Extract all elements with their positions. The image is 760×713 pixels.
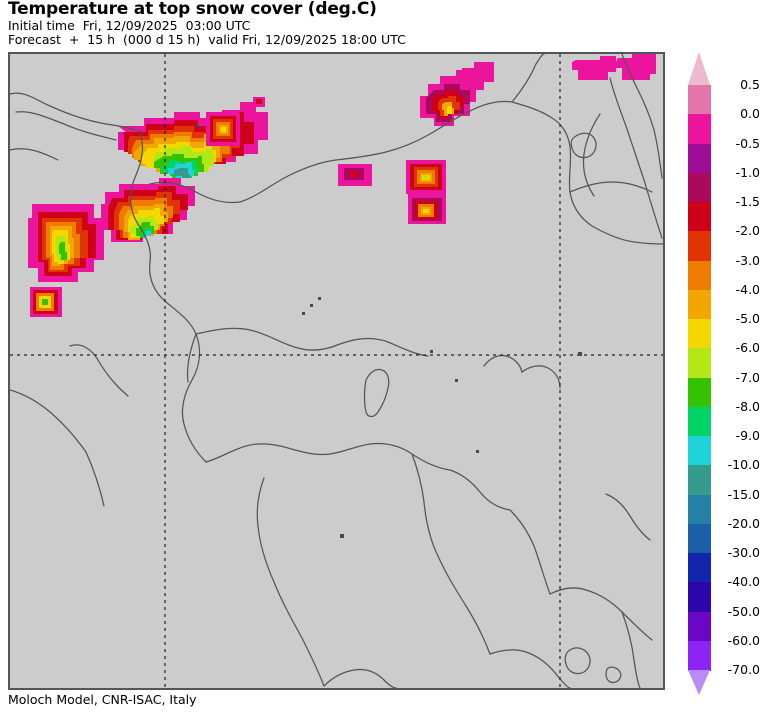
colorbar-tick-label: -70.0 bbox=[727, 662, 760, 677]
header-block: Temperature at top snow cover (deg.C) In… bbox=[8, 0, 648, 46]
patch-north-alps-cell bbox=[206, 112, 240, 146]
colorbar-band bbox=[688, 436, 711, 466]
colorbar-band bbox=[688, 406, 711, 437]
colorbar-tick-label: -2.0 bbox=[735, 223, 760, 239]
colorbar-tick-label: -30.0 bbox=[727, 545, 760, 560]
colorbar-band bbox=[688, 348, 711, 379]
map-panel[interactable] bbox=[8, 52, 665, 690]
colorbar-tick-label: -15.0 bbox=[727, 486, 760, 502]
colorbar-tick-label: -60.0 bbox=[727, 632, 760, 648]
colorbar-band bbox=[688, 143, 711, 174]
colorbar-tick-label: 0.0 bbox=[740, 106, 760, 122]
colorbar-band bbox=[688, 114, 711, 145]
patch-alpine-small bbox=[338, 164, 372, 186]
colorbar-band bbox=[688, 260, 711, 291]
colorbar-tick-label: -0.5 bbox=[735, 135, 760, 151]
patch-isolated-low-cell bbox=[30, 287, 62, 317]
colorbar-tick-label: -8.0 bbox=[735, 398, 760, 414]
colorbar-tick-label: -5.0 bbox=[735, 311, 760, 326]
colorbar-tick-labels: 0.5 0.0 -0.5 -1.0 -1.5 -2.0 -3.0 -4.0 -5.0 -6.0 -7… bbox=[714, 52, 760, 695]
colorbar-band bbox=[688, 640, 711, 671]
gridlines bbox=[10, 54, 663, 688]
forecast-valid-label: Forecast + 15 h (000 d 15 h) valid Fri, … bbox=[8, 31, 406, 47]
colorbar-tick-label: -10.0 bbox=[727, 457, 760, 473]
colorbar-band bbox=[688, 172, 711, 203]
city-markers bbox=[196, 124, 582, 538]
colorbar-band bbox=[688, 494, 711, 525]
colorbar-arrow-bottom bbox=[688, 670, 710, 695]
colorbar-arrow-top bbox=[688, 52, 710, 85]
colorbar-band bbox=[688, 202, 711, 232]
colorbar-tick-label: -7.0 bbox=[735, 369, 760, 385]
colorbar-band bbox=[688, 289, 711, 320]
colorbar-band bbox=[688, 377, 711, 408]
colorbar-tick-label: -40.0 bbox=[727, 574, 760, 590]
colorbar-tick-label: -1.0 bbox=[735, 164, 760, 180]
colorbar-band bbox=[688, 611, 711, 642]
colorbar-band bbox=[688, 465, 711, 496]
colorbar-band bbox=[688, 85, 711, 115]
colorbar-tick-label: -1.5 bbox=[735, 194, 760, 209]
patch-west-alps bbox=[101, 178, 195, 242]
patch-eastern-alps-b bbox=[408, 194, 446, 224]
colorbar-band bbox=[688, 553, 711, 583]
initial-time-label: Initial time Fri, 12/09/2025 03:00 UTC bbox=[8, 18, 251, 33]
colorbar-tick-label: -50.0 bbox=[727, 603, 760, 619]
colorbar-tick-label: -4.0 bbox=[735, 281, 760, 297]
colorbar-tick-label: -20.0 bbox=[727, 515, 760, 531]
colorbar-band bbox=[688, 582, 711, 613]
patch-southwest-alps bbox=[28, 204, 104, 282]
colorbar-tick-label: -9.0 bbox=[735, 428, 760, 443]
page-title: Temperature at top snow cover (deg.C) bbox=[8, 0, 377, 19]
patch-eastern-alps-a bbox=[406, 160, 446, 194]
colorbar-tick-label: -6.0 bbox=[735, 340, 760, 356]
temperature-field bbox=[28, 54, 656, 317]
colorbar-band bbox=[688, 523, 711, 554]
colorbar-tick-label: 0.5 bbox=[740, 77, 760, 92]
map-canvas bbox=[10, 54, 663, 688]
coastline-layer bbox=[10, 54, 663, 688]
colorbar bbox=[688, 52, 711, 695]
colorbar-band bbox=[688, 231, 711, 262]
model-credit: Moloch Model, CNR-ISAC, Italy bbox=[8, 692, 197, 707]
colorbar-tick-label: -3.0 bbox=[735, 252, 760, 268]
colorbar-band bbox=[688, 319, 711, 349]
patch-central-alps bbox=[118, 102, 268, 178]
patch-north-border-group bbox=[253, 54, 656, 107]
